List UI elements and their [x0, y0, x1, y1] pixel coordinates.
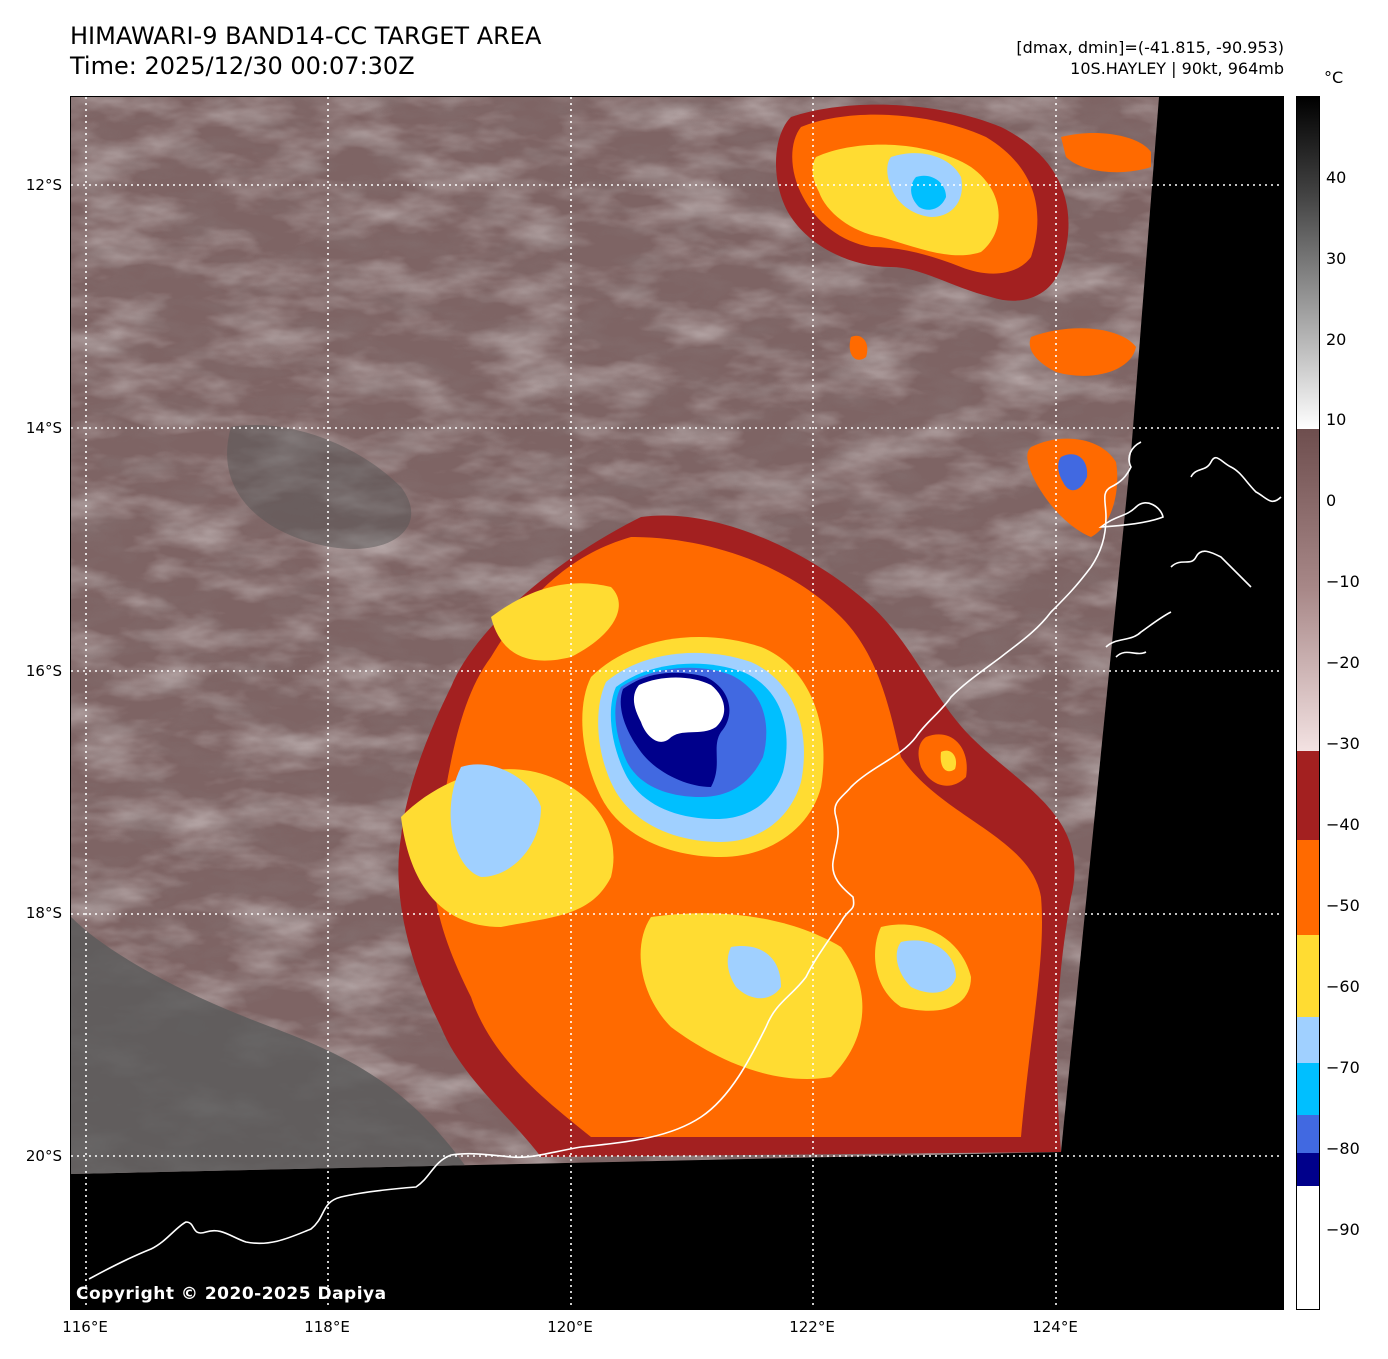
colorbar-tick: −10	[1326, 572, 1360, 591]
colorbar-tick: 10	[1326, 410, 1347, 429]
lat-label-20s: 20°S	[25, 1147, 62, 1165]
lat-label-14s: 14°S	[25, 419, 62, 437]
colorbar-tick: −60	[1326, 977, 1360, 996]
colorbar-tick: −70	[1326, 1058, 1360, 1077]
colorbar-gradient	[1297, 97, 1319, 1309]
colorbar-tick: −50	[1326, 896, 1360, 915]
lat-label-12s: 12°S	[25, 176, 62, 194]
colorbar-tick: 30	[1326, 249, 1347, 268]
lon-label-118e: 118°E	[304, 1318, 350, 1336]
lon-label-124e: 124°E	[1032, 1318, 1078, 1336]
data-range-text: [dmax, dmin]=(-41.815, -90.953)	[1016, 38, 1284, 57]
colorbar-tick: −40	[1326, 815, 1360, 834]
colorbar-tick: 20	[1326, 330, 1347, 349]
colorbar-tick: −80	[1326, 1139, 1360, 1158]
temperature-colorbar	[1296, 96, 1320, 1310]
imagery-swath	[71, 97, 1159, 1174]
satellite-imagery	[71, 97, 1283, 1309]
lat-label-18s: 18°S	[25, 904, 62, 922]
copyright-text: Copyright © 2020-2025 Dapiya	[76, 1284, 387, 1304]
colorbar-unit: °C	[1324, 68, 1344, 87]
lon-label-116e: 116°E	[62, 1318, 108, 1336]
northern-convection	[776, 104, 1151, 786]
colorbar-tick: −20	[1326, 653, 1360, 672]
map-title: HIMAWARI-9 BAND14-CC TARGET AREA	[70, 22, 542, 50]
map-timestamp: Time: 2025/12/30 00:07:30Z	[70, 52, 415, 80]
storm-info-text: 10S.HAYLEY | 90kt, 964mb	[1070, 59, 1284, 78]
colorbar-tick: 40	[1326, 168, 1347, 187]
lat-label-16s: 16°S	[25, 662, 62, 680]
lon-label-120e: 120°E	[547, 1318, 593, 1336]
cyclone-cloud-shield	[398, 515, 1075, 1157]
graticule	[71, 97, 1283, 1309]
coastline	[88, 441, 1282, 1280]
lon-label-122e: 122°E	[789, 1318, 835, 1336]
colorbar-tick: −30	[1326, 734, 1360, 753]
colorbar-tick: 0	[1326, 491, 1337, 510]
satellite-map	[70, 96, 1284, 1310]
colorbar-tick: −90	[1326, 1220, 1360, 1239]
